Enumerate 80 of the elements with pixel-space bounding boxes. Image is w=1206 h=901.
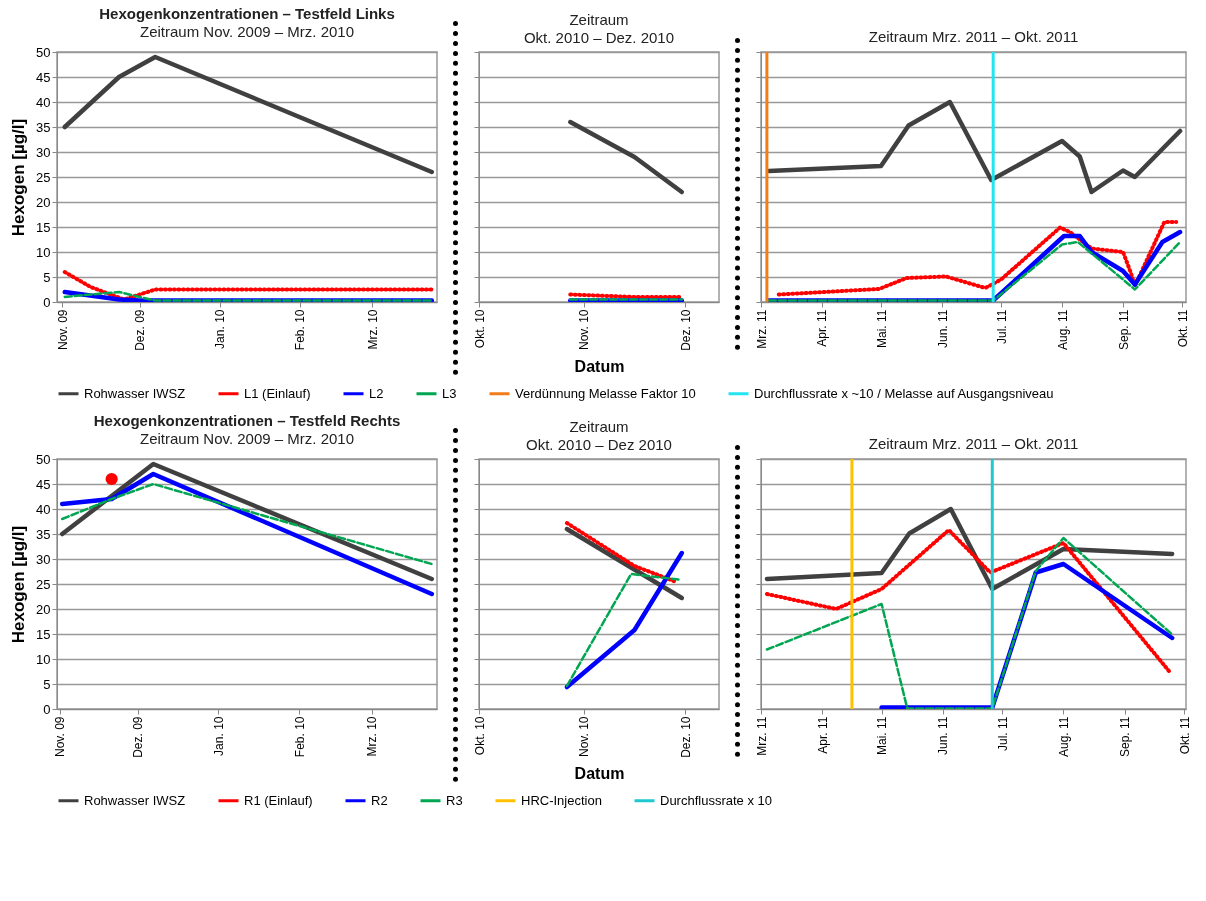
chart-title: Zeitraum Mrz. 2011 – Okt. 2011 [868, 434, 1079, 452]
chart-title: Zeitraum Mrz. 2011 – Okt. 2011 [868, 27, 1079, 45]
x-tick-label: Nov. 09 [55, 309, 70, 350]
x-tick-label: Jul. 11 [995, 716, 1010, 751]
x-tick-label: Nov. 09 [53, 716, 68, 757]
chart-subtitle: Zeitraum Nov. 2009 – Mrz. 2010 [140, 23, 354, 40]
chart-title: Zeitraum [569, 10, 629, 28]
y-tick-label: 10 [36, 244, 51, 260]
y-axis-title: Hexogen [µg/l] [9, 525, 29, 644]
x-tick-label: Aug. 11 [1055, 309, 1070, 350]
legend-label: Verdünnung Melasse Faktor 10 [515, 385, 696, 401]
x-tick-label: Okt. 10 [472, 716, 487, 756]
x-tick-label: Mai. 11 [875, 716, 890, 755]
chart-title: Zeitraum [569, 417, 629, 435]
legend-label: L3 [442, 385, 457, 401]
y-tick-label: 45 [36, 476, 51, 492]
x-tick-label: Mrz. 11 [754, 716, 769, 756]
y-tick-label: 15 [36, 626, 51, 642]
x-tick-label: Dez. 09 [131, 716, 146, 758]
y-tick-label: 20 [36, 601, 51, 617]
x-tick-label: Sep. 11 [1116, 309, 1131, 350]
y-tick-label: 25 [36, 169, 51, 185]
x-tick-label: Mrz. 10 [365, 309, 380, 350]
y-tick-label: 10 [36, 651, 51, 667]
x-tick-label: Jul. 11 [994, 309, 1009, 344]
legend-label: R3 [446, 792, 463, 808]
x-axis-title: Datum [574, 357, 625, 375]
chart-subtitle: Zeitraum Nov. 2009 – Mrz. 2010 [140, 430, 354, 447]
x-tick-label: Aug. 11 [1056, 716, 1071, 757]
legend-label: Rohwasser IWSZ [84, 792, 186, 808]
y-tick-label: 50 [36, 451, 51, 467]
legend-label: L2 [369, 385, 384, 401]
x-tick-label: Feb. 10 [292, 716, 307, 758]
y-tick-label: 40 [36, 94, 51, 110]
x-tick-label: Mrz. 10 [365, 716, 380, 757]
legend-label: Durchflussrate x ~10 / Melasse auf Ausgangsniveau [754, 385, 1054, 401]
y-tick-label: 5 [43, 676, 51, 692]
x-tick-label: Dez. 10 [678, 309, 693, 351]
x-tick-label: Okt. 11 [1175, 309, 1190, 348]
x-tick-label: Dez. 10 [678, 716, 693, 758]
x-tick-label: Dez. 09 [133, 309, 148, 351]
y-tick-label: 35 [36, 526, 51, 542]
legend-label: R1 (Einlauf) [244, 792, 313, 808]
x-tick-label: Feb. 10 [293, 309, 308, 351]
y-tick-label: 40 [36, 501, 51, 517]
x-tick-label: Jan. 10 [211, 716, 226, 756]
y-tick-label: 30 [36, 144, 51, 160]
x-tick-label: Nov. 10 [577, 716, 592, 757]
y-tick-label: 0 [43, 294, 51, 310]
legend-label: Rohwasser IWSZ [84, 385, 186, 401]
x-tick-label: Mrz. 11 [754, 309, 769, 349]
x-tick-label: Apr. 11 [815, 716, 830, 754]
legend-label: R2 [371, 792, 388, 808]
y-tick-label: 35 [36, 119, 51, 135]
x-tick-label: Apr. 11 [815, 309, 830, 347]
y-tick-label: 15 [36, 219, 51, 235]
chart-title: Hexogenkonzentrationen – Testfeld Rechts [93, 412, 401, 429]
y-tick-label: 50 [36, 44, 51, 60]
y-tick-label: 0 [43, 701, 51, 717]
x-tick-label: Nov. 10 [577, 309, 592, 350]
x-tick-label: Jan. 10 [213, 309, 228, 349]
y-axis-title: Hexogen [µg/l] [9, 118, 29, 237]
x-axis-title: Datum [574, 764, 625, 782]
x-tick-label: Okt. 10 [472, 309, 487, 349]
y-tick-label: 30 [36, 551, 51, 567]
y-tick-label: 25 [36, 576, 51, 592]
y-tick-label: 5 [43, 269, 51, 285]
x-tick-label: Okt. 11 [1177, 716, 1192, 755]
x-tick-label: Jun. 11 [935, 309, 950, 348]
legend-label: L1 (Einlauf) [244, 385, 311, 401]
x-tick-label: Jun. 11 [936, 716, 951, 755]
chart-subtitle: Okt. 2010 – Dez 2010 [526, 435, 672, 453]
x-tick-label: Sep. 11 [1118, 716, 1133, 757]
legend-label: HRC-Injection [521, 792, 602, 808]
legend-label: Durchflussrate x 10 [660, 792, 772, 808]
chart-title: Hexogenkonzentrationen – Testfeld Links [99, 5, 395, 22]
chart-subtitle: Okt. 2010 – Dez. 2010 [523, 28, 675, 46]
y-tick-label: 45 [36, 69, 51, 85]
y-tick-label: 20 [36, 194, 51, 210]
x-tick-label: Mai. 11 [874, 309, 889, 348]
